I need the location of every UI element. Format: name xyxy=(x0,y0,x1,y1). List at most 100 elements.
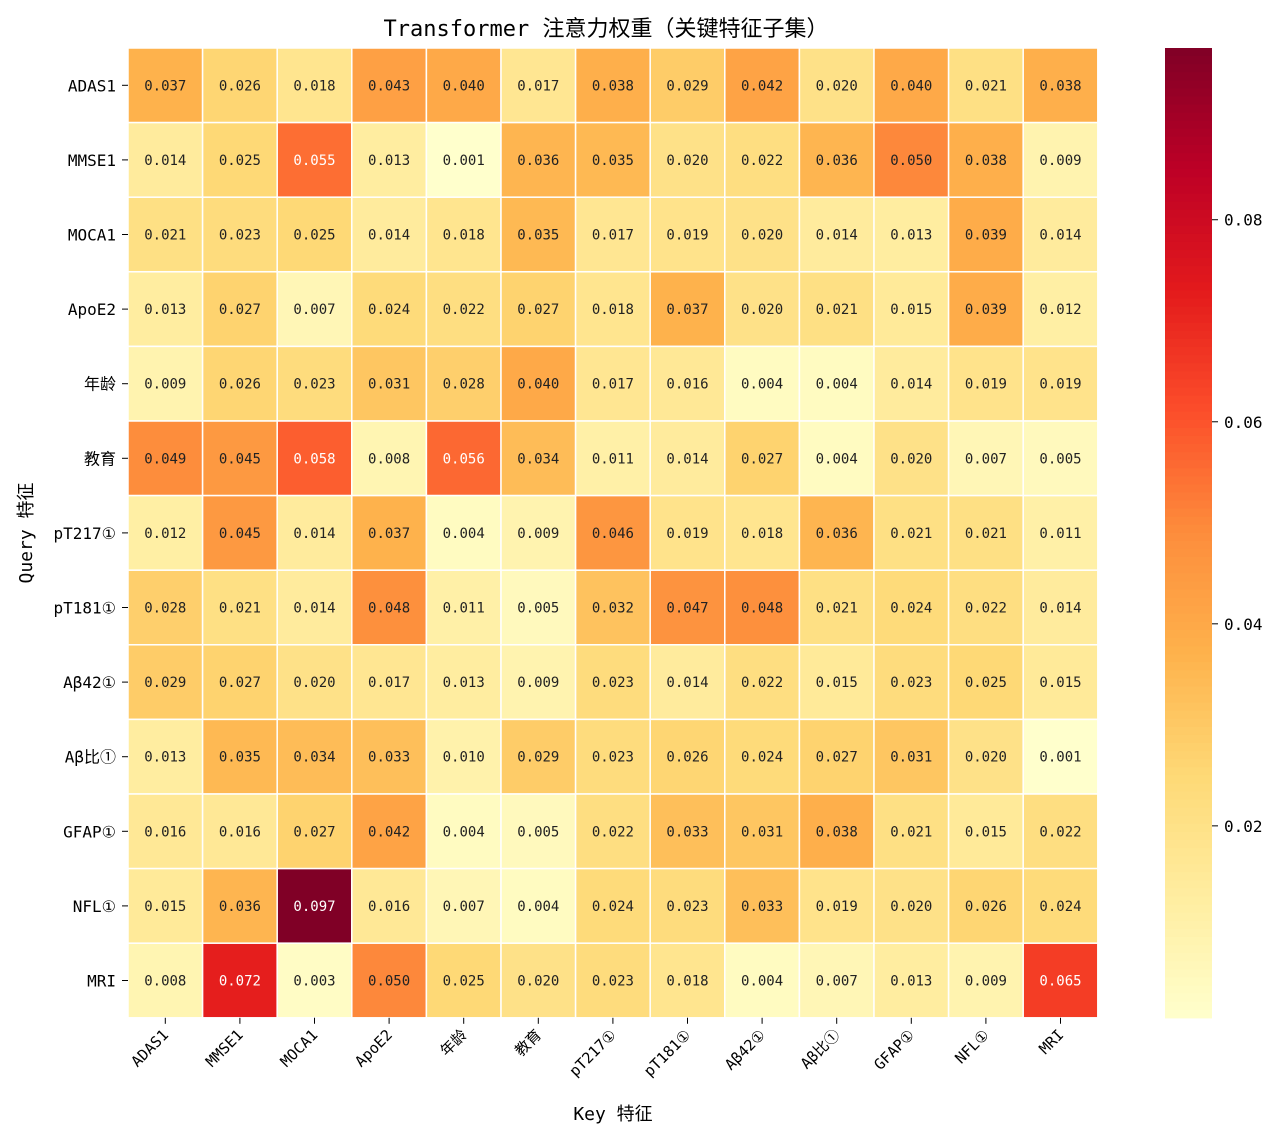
heatmap-cell xyxy=(724,569,801,646)
colorbar-segment xyxy=(1165,662,1212,671)
cell-value-label: 0.017 xyxy=(592,377,634,393)
heatmap-cell xyxy=(351,494,428,571)
colorbar-segment xyxy=(1165,395,1212,405)
y-tick-label: ApoE2 xyxy=(68,300,116,319)
y-tick-label: pT217① xyxy=(53,524,116,543)
heatmap-cell xyxy=(947,569,1024,646)
heatmap-cell xyxy=(873,420,950,497)
colorbar-segment xyxy=(1165,880,1212,890)
colorbar-segment xyxy=(1165,621,1212,631)
cell-value-label: 0.018 xyxy=(443,228,485,244)
colorbar-segment xyxy=(1165,233,1212,243)
cell-value-label: 0.010 xyxy=(443,750,485,766)
cell-value-label: 0.020 xyxy=(666,153,708,169)
cell-value-label: 0.037 xyxy=(368,526,410,542)
x-tick-label: MRI xyxy=(1035,1026,1067,1058)
heatmap-cell xyxy=(276,718,353,795)
colorbar-tick-label: 0.08 xyxy=(1224,211,1263,230)
cell-value-label: 0.009 xyxy=(965,974,1007,990)
cell-value-label: 0.005 xyxy=(517,601,559,617)
colorbar-tick-label: 0.04 xyxy=(1224,615,1263,634)
cell-value-label: 0.019 xyxy=(666,526,708,542)
cell-value-label: 0.016 xyxy=(144,824,186,840)
x-tick-label: 教育 xyxy=(511,1026,545,1060)
colorbar-segment xyxy=(1165,96,1212,106)
cell-value-label: 0.011 xyxy=(443,601,485,617)
y-tick-label: GFAP① xyxy=(63,822,116,841)
cell-value-label: 0.009 xyxy=(144,377,186,393)
colorbar-segment xyxy=(1165,347,1212,356)
cell-value-label: 0.014 xyxy=(293,601,335,617)
colorbar-segment xyxy=(1165,977,1212,987)
cell-value-label: 0.005 xyxy=(517,824,559,840)
cell-value-label: 0.042 xyxy=(741,78,783,94)
heatmap-cell xyxy=(649,867,726,944)
x-tick-label: ApoE2 xyxy=(351,1026,396,1071)
cell-value-label: 0.028 xyxy=(443,377,485,393)
cell-value-label: 0.024 xyxy=(741,750,783,766)
colorbar-tick-label: 0.02 xyxy=(1224,817,1263,836)
heatmap-cell xyxy=(127,271,204,348)
cell-value-label: 0.013 xyxy=(443,675,485,691)
cell-value-label: 0.025 xyxy=(965,675,1007,691)
heatmap-cell xyxy=(500,942,577,1019)
cell-value-label: 0.018 xyxy=(741,526,783,542)
heatmap-cell xyxy=(127,718,204,795)
heatmap-cell xyxy=(947,793,1024,870)
x-tick-label: pT181① xyxy=(640,1026,694,1080)
colorbar-segment xyxy=(1165,314,1212,324)
colorbar-segment xyxy=(1165,581,1212,591)
cell-value-label: 0.021 xyxy=(965,78,1007,94)
cell-value-label: 0.020 xyxy=(741,302,783,318)
heatmap-cell xyxy=(724,345,801,422)
cell-value-label: 0.014 xyxy=(816,228,858,244)
colorbar-segment xyxy=(1165,330,1212,340)
heatmap-cell xyxy=(201,196,278,273)
heatmap-cell xyxy=(351,345,428,422)
colorbar-segment xyxy=(1165,435,1212,445)
colorbar-segment xyxy=(1165,274,1212,283)
heatmap-cell xyxy=(724,420,801,497)
cell-value-label: 0.035 xyxy=(219,750,261,766)
cell-value-label: 0.021 xyxy=(890,526,932,542)
heatmap-cell xyxy=(574,867,651,944)
cell-value-label: 0.013 xyxy=(144,750,186,766)
cell-value-label: 0.018 xyxy=(592,302,634,318)
cell-value-label: 0.037 xyxy=(666,302,708,318)
heatmap-cell xyxy=(873,569,950,646)
colorbar: 0.02 0.04 0.06 0.08 xyxy=(1165,48,1263,1019)
cell-value-label: 0.033 xyxy=(368,750,410,766)
colorbar-segment xyxy=(1165,791,1212,801)
cell-value-label: 0.050 xyxy=(890,153,932,169)
heatmap-cell xyxy=(127,644,204,721)
cell-value-label: 0.004 xyxy=(816,451,858,467)
cell-value-label: 0.023 xyxy=(592,675,634,691)
cell-value-label: 0.019 xyxy=(1039,377,1081,393)
heatmap-cell xyxy=(574,420,651,497)
cell-value-label: 0.022 xyxy=(965,601,1007,617)
colorbar-segment xyxy=(1165,112,1212,122)
y-tick-label: NFL① xyxy=(73,897,116,916)
x-axis: ADAS1 MMSE1 MOCA1 ApoE2 年龄 教育 pT217① pT181① Aβ42… xyxy=(127,1017,1067,1080)
heatmap-cell xyxy=(500,867,577,944)
colorbar-segment xyxy=(1165,444,1212,453)
cell-value-label: 0.038 xyxy=(1039,78,1081,94)
heatmap-cell xyxy=(649,420,726,497)
cell-value-label: 0.027 xyxy=(293,824,335,840)
colorbar-segment xyxy=(1165,306,1212,316)
cell-value-label: 0.056 xyxy=(443,451,485,467)
colorbar-segment xyxy=(1165,241,1212,251)
cell-value-label: 0.012 xyxy=(144,526,186,542)
heatmap-cell xyxy=(947,644,1024,721)
heatmap-cell xyxy=(351,420,428,497)
cell-value-label: 0.040 xyxy=(890,78,932,94)
x-tick-label: GFAP① xyxy=(870,1026,918,1074)
colorbar-segment xyxy=(1165,710,1212,720)
colorbar-segment xyxy=(1165,322,1212,332)
colorbar-segment xyxy=(1165,831,1212,841)
cell-value-label: 0.072 xyxy=(219,974,261,990)
colorbar-segment xyxy=(1165,476,1212,486)
y-tick-label: pT181① xyxy=(53,599,116,618)
colorbar-segment xyxy=(1165,153,1212,162)
colorbar-segment xyxy=(1165,209,1212,219)
